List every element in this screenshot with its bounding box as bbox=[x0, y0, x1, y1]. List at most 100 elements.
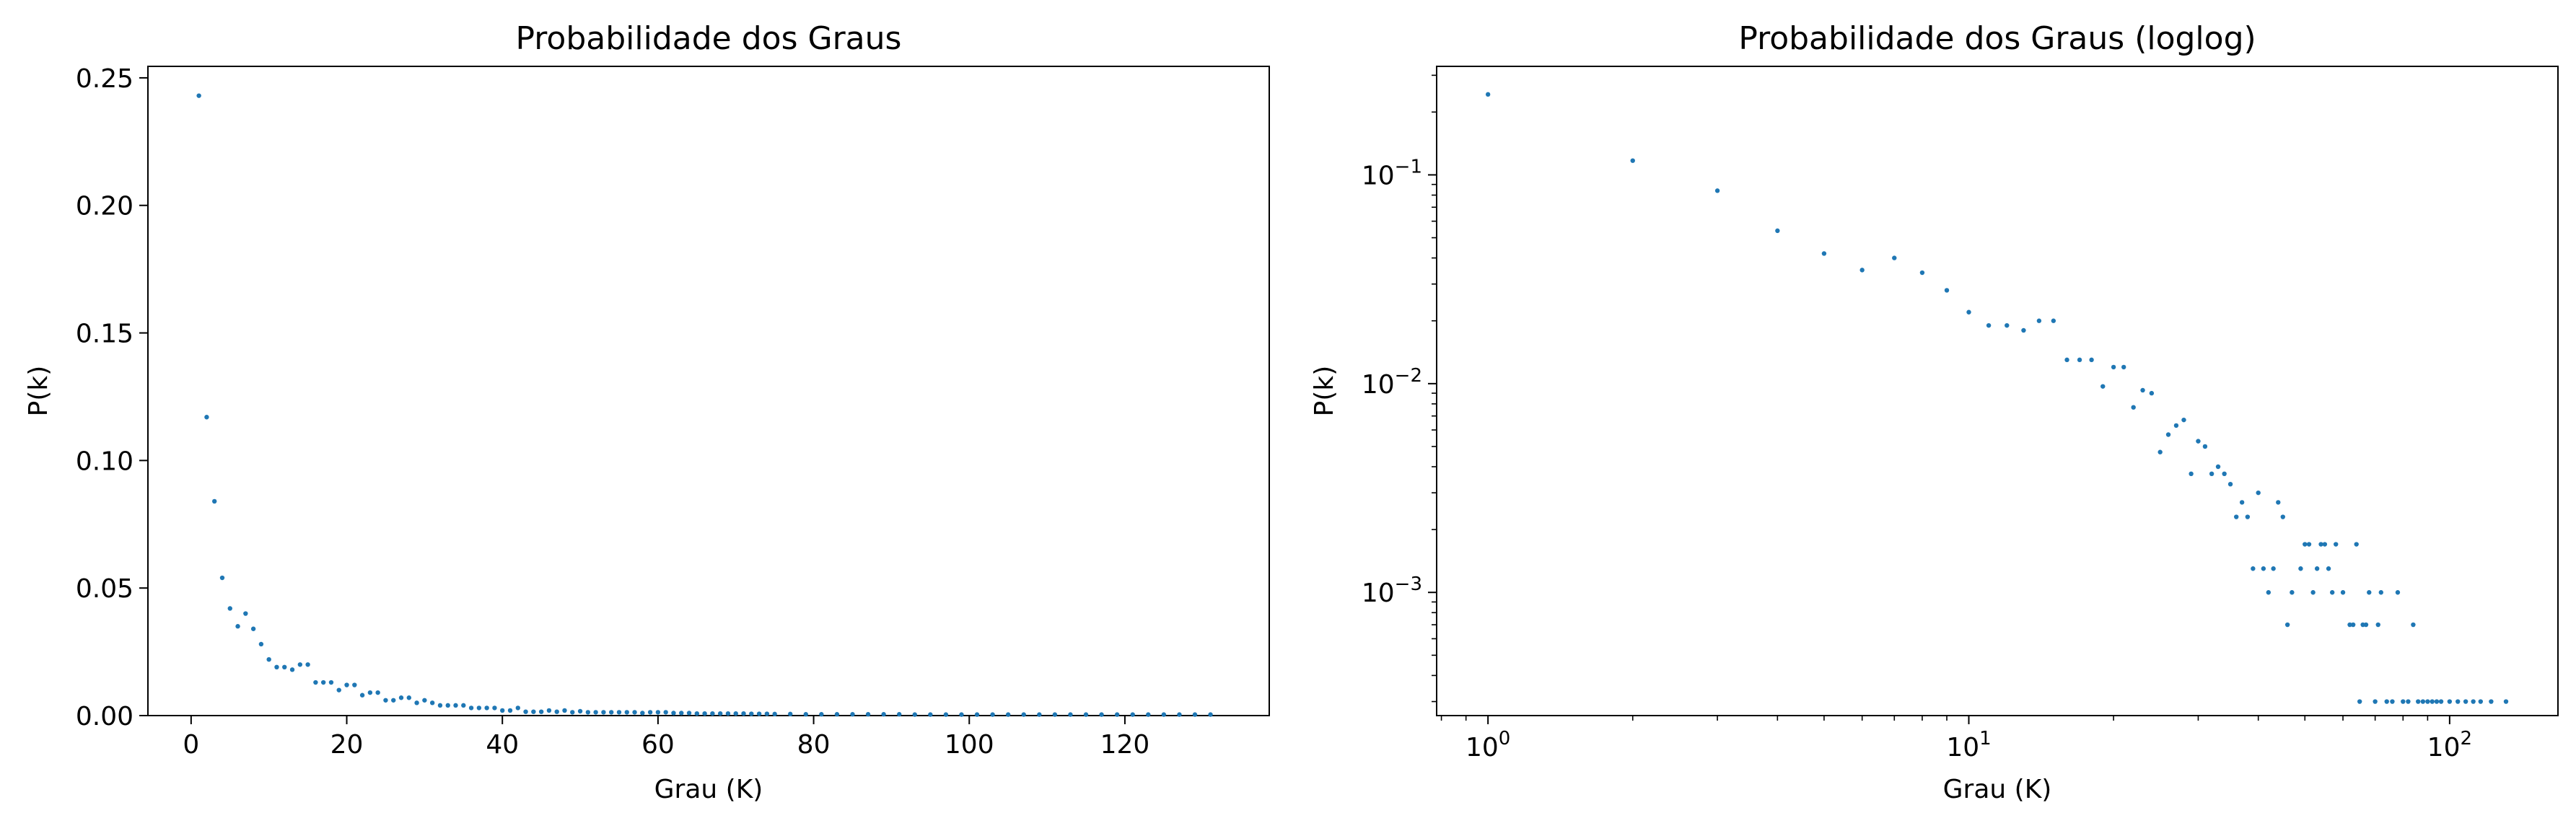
data-point bbox=[235, 624, 240, 629]
data-point bbox=[663, 710, 668, 715]
data-point bbox=[383, 698, 388, 703]
data-point bbox=[219, 575, 225, 581]
y-tick-label: 10−2 bbox=[1362, 365, 1422, 400]
data-point bbox=[655, 710, 661, 715]
data-point bbox=[1892, 255, 1897, 260]
x-tick-label: 100 bbox=[1466, 728, 1510, 762]
data-point bbox=[710, 711, 715, 716]
data-point bbox=[2036, 318, 2042, 323]
data-point bbox=[453, 703, 458, 708]
data-point bbox=[344, 682, 349, 687]
data-point bbox=[523, 709, 528, 714]
data-point bbox=[601, 710, 606, 715]
data-point bbox=[391, 698, 396, 703]
data-point bbox=[1005, 712, 1011, 717]
data-point bbox=[1821, 251, 1827, 256]
data-point bbox=[990, 712, 995, 717]
data-point bbox=[2131, 405, 2136, 410]
x-tick-label: 80 bbox=[797, 730, 831, 760]
data-point bbox=[1052, 712, 1058, 717]
data-point bbox=[2318, 542, 2323, 547]
data-point bbox=[593, 710, 598, 715]
data-point bbox=[1192, 712, 1198, 717]
data-point bbox=[2411, 622, 2416, 628]
data-point bbox=[2463, 699, 2468, 704]
data-point bbox=[352, 682, 357, 687]
data-point bbox=[2290, 590, 2295, 595]
data-point bbox=[2347, 622, 2352, 628]
data-point bbox=[2447, 699, 2453, 704]
y-tick-label: 10−3 bbox=[1362, 573, 1422, 608]
data-point bbox=[398, 695, 404, 700]
data-point bbox=[1775, 228, 1780, 234]
x-axis-label: Grau (K) bbox=[1943, 775, 2052, 804]
data-point bbox=[406, 695, 412, 700]
data-point bbox=[492, 705, 497, 711]
data-point bbox=[2276, 500, 2281, 505]
data-point bbox=[1177, 712, 1182, 717]
data-point bbox=[445, 703, 450, 708]
data-point bbox=[359, 692, 365, 698]
y-tick-label: 0.20 bbox=[76, 192, 133, 221]
chart-title: Probabilidade dos Graus bbox=[516, 20, 902, 57]
scatter-series bbox=[196, 93, 1213, 717]
data-point bbox=[585, 710, 591, 715]
data-point bbox=[1130, 712, 1135, 717]
data-point bbox=[717, 711, 723, 716]
y-tick-label: 0.05 bbox=[76, 574, 133, 604]
data-point bbox=[1161, 712, 1167, 717]
data-point bbox=[2471, 699, 2476, 704]
data-point bbox=[1919, 270, 1925, 276]
data-point bbox=[2363, 622, 2369, 628]
data-point bbox=[2390, 699, 2395, 704]
data-point bbox=[212, 498, 217, 504]
data-point bbox=[2306, 542, 2312, 547]
data-point bbox=[1099, 712, 1104, 717]
data-point bbox=[2420, 699, 2426, 704]
data-point bbox=[1114, 712, 1120, 717]
data-point bbox=[671, 711, 676, 716]
data-point bbox=[313, 680, 318, 685]
data-point bbox=[289, 667, 295, 672]
data-point bbox=[928, 712, 933, 717]
chart-panel-1: Probabilidade dos Graus 0 20 40 60 80 100 120 0.… bbox=[24, 20, 1270, 804]
data-point bbox=[437, 703, 443, 708]
chart-title: Probabilidade dos Graus (loglog) bbox=[1738, 20, 2256, 57]
data-point bbox=[756, 711, 762, 716]
data-point bbox=[1068, 712, 1073, 717]
data-point bbox=[2284, 622, 2290, 628]
data-point bbox=[733, 711, 738, 716]
y-tick-label: 0.10 bbox=[76, 447, 133, 476]
data-point bbox=[461, 703, 466, 708]
data-point bbox=[2350, 622, 2356, 628]
axes-frame bbox=[147, 66, 1270, 716]
data-point bbox=[554, 709, 559, 714]
data-point bbox=[2395, 590, 2401, 595]
data-point bbox=[258, 641, 264, 647]
data-point bbox=[1021, 712, 1026, 717]
data-point bbox=[1037, 712, 1042, 717]
data-point bbox=[538, 709, 544, 714]
data-point bbox=[788, 711, 793, 717]
data-point bbox=[422, 698, 427, 703]
data-point bbox=[2234, 514, 2239, 519]
scatter-series bbox=[1485, 92, 2509, 704]
data-point bbox=[897, 712, 902, 717]
x-tick-label: 0 bbox=[183, 730, 199, 760]
data-point bbox=[725, 711, 731, 716]
data-point bbox=[2357, 699, 2362, 704]
data-point bbox=[2222, 471, 2227, 476]
data-point bbox=[204, 415, 209, 420]
y-tick-label: 10−1 bbox=[1362, 156, 1422, 190]
data-point bbox=[375, 690, 380, 695]
y-axis-label: P(k) bbox=[24, 366, 53, 417]
data-point bbox=[2064, 357, 2069, 363]
data-point bbox=[632, 710, 637, 715]
data-point bbox=[2378, 590, 2383, 595]
data-point bbox=[647, 710, 653, 715]
data-point bbox=[282, 664, 287, 670]
data-point bbox=[2245, 514, 2251, 519]
data-point bbox=[2181, 417, 2186, 423]
data-point bbox=[2455, 699, 2461, 704]
